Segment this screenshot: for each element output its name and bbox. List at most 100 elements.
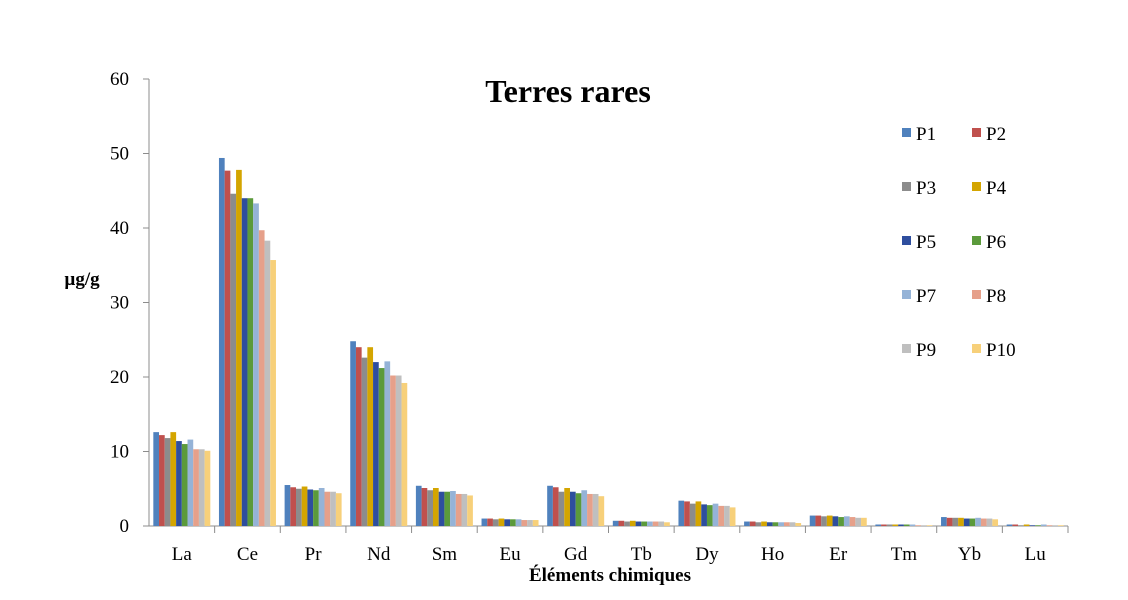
bar-Ce-P10 bbox=[270, 260, 276, 526]
bars bbox=[153, 157, 1064, 527]
bar-Ce-P8 bbox=[258, 230, 265, 527]
x-tick-label: Gd bbox=[564, 544, 588, 565]
bar-Nd-P1 bbox=[350, 341, 356, 526]
bar-Eu-P1 bbox=[481, 518, 488, 526]
bar-Tb-P10 bbox=[664, 522, 670, 526]
bar-Sm-P7 bbox=[450, 490, 456, 526]
legend-item-P9: P9 bbox=[902, 340, 936, 361]
legend-swatch bbox=[972, 182, 981, 191]
bar-Gd-P4 bbox=[564, 488, 570, 526]
bar-Ce-P6 bbox=[247, 198, 254, 526]
bar-Ce-P1 bbox=[218, 157, 225, 526]
bar-Pr-P10 bbox=[335, 493, 342, 526]
bar-Ho-P2 bbox=[749, 521, 756, 526]
bar-Pr-P7 bbox=[318, 488, 325, 526]
legend-swatch bbox=[972, 236, 981, 245]
bar-Nd-P5 bbox=[373, 362, 379, 526]
bar-Er-P2 bbox=[815, 515, 822, 526]
bar-Tm-P4 bbox=[892, 524, 899, 526]
bar-Gd-P2 bbox=[552, 487, 559, 526]
x-tick-label: Ho bbox=[761, 544, 784, 565]
legend-swatch bbox=[972, 128, 981, 137]
x-tick-label: Tb bbox=[631, 544, 652, 565]
bar-Nd-P8 bbox=[390, 375, 396, 526]
bar-Tm-P3 bbox=[886, 524, 893, 526]
bar-Er-P9 bbox=[855, 517, 862, 526]
bar-Tb-P8 bbox=[652, 521, 659, 526]
bar-Ho-P7 bbox=[778, 522, 785, 526]
x-tick-label: Ce bbox=[237, 544, 258, 565]
bar-Ce-P2 bbox=[224, 170, 231, 526]
bar-Lu-P2 bbox=[1012, 524, 1019, 526]
bar-Pr-P6 bbox=[313, 490, 319, 526]
bar-Yb-P5 bbox=[963, 518, 970, 526]
bar-Lu-P3 bbox=[1018, 525, 1024, 526]
legend-label: P7 bbox=[916, 286, 936, 307]
legend-swatch bbox=[902, 290, 911, 299]
bar-Yb-P4 bbox=[958, 517, 964, 526]
bar-Eu-P10 bbox=[532, 520, 539, 526]
y-tick-label: 50 bbox=[110, 144, 129, 165]
bar-La-P4 bbox=[170, 432, 177, 526]
bar-Pr-P2 bbox=[290, 487, 297, 526]
x-tick-label: La bbox=[172, 544, 193, 565]
bar-Gd-P3 bbox=[558, 491, 565, 526]
bar-Tb-P4 bbox=[629, 520, 636, 526]
bar-Tb-P7 bbox=[647, 521, 653, 526]
legend-swatch bbox=[902, 182, 911, 191]
bar-Lu-P6 bbox=[1035, 525, 1041, 526]
bar-Er-P4 bbox=[826, 515, 833, 526]
bar-Lu-P10 bbox=[1057, 525, 1064, 526]
legend: P1 P2 P3 P4 P5 P6 P7 P8 P9 P10 bbox=[902, 124, 1016, 361]
bar-Nd-P4 bbox=[367, 347, 374, 526]
bar-Tm-P1 bbox=[875, 524, 882, 526]
bar-Yb-P2 bbox=[946, 517, 953, 526]
bar-La-P5 bbox=[176, 441, 182, 526]
bar-Ho-P8 bbox=[784, 522, 790, 526]
x-tick-label: Sm bbox=[432, 544, 458, 565]
bar-Yb-P9 bbox=[986, 518, 993, 526]
bar-Gd-P8 bbox=[587, 493, 593, 526]
bar-Lu-P8 bbox=[1046, 525, 1053, 526]
bar-La-P6 bbox=[181, 444, 188, 526]
bar-Yb-P10 bbox=[992, 519, 999, 526]
bar-Sm-P5 bbox=[438, 491, 445, 526]
bar-Tb-P2 bbox=[618, 520, 625, 526]
legend-label: P8 bbox=[986, 286, 1006, 307]
bar-Ce-P4 bbox=[236, 169, 242, 526]
bar-La-P8 bbox=[193, 449, 199, 526]
bar-Tb-P3 bbox=[624, 521, 630, 526]
bar-Dy-P1 bbox=[678, 500, 685, 526]
bar-Tm-P6 bbox=[903, 524, 910, 526]
bar-Sm-P4 bbox=[432, 488, 439, 526]
y-tick-label: 10 bbox=[110, 442, 129, 463]
bar-Tb-P1 bbox=[612, 520, 619, 526]
bar-Sm-P9 bbox=[461, 493, 468, 526]
bar-Sm-P1 bbox=[415, 485, 422, 526]
bar-Er-P3 bbox=[821, 516, 827, 526]
bar-Ho-P10 bbox=[795, 523, 802, 526]
bar-Nd-P10 bbox=[401, 382, 408, 526]
legend-item-P6: P6 bbox=[972, 232, 1006, 253]
bar-Eu-P3 bbox=[492, 519, 499, 526]
legend-label: P1 bbox=[916, 124, 936, 145]
bar-Sm-P6 bbox=[444, 491, 451, 526]
legend-item-P4: P4 bbox=[972, 178, 1007, 199]
bar-Eu-P6 bbox=[510, 519, 516, 526]
bar-Tm-P10 bbox=[926, 525, 933, 526]
bar-Nd-P3 bbox=[361, 357, 368, 526]
legend-item-P10: P10 bbox=[972, 340, 1016, 361]
legend-label: P3 bbox=[916, 178, 936, 199]
bar-Gd-P9 bbox=[592, 493, 599, 526]
x-tick-label: Nd bbox=[367, 544, 391, 565]
bar-Sm-P10 bbox=[467, 495, 473, 526]
bar-Ho-P4 bbox=[761, 521, 767, 526]
bar-Nd-P6 bbox=[378, 368, 385, 526]
legend-item-P8: P8 bbox=[972, 286, 1006, 307]
bar-Yb-P7 bbox=[975, 517, 981, 526]
bar-La-P1 bbox=[153, 432, 160, 526]
bar-Ce-P5 bbox=[241, 198, 248, 526]
bar-Nd-P9 bbox=[395, 375, 402, 526]
bar-Yb-P3 bbox=[952, 517, 959, 526]
bar-Lu-P5 bbox=[1029, 525, 1036, 526]
